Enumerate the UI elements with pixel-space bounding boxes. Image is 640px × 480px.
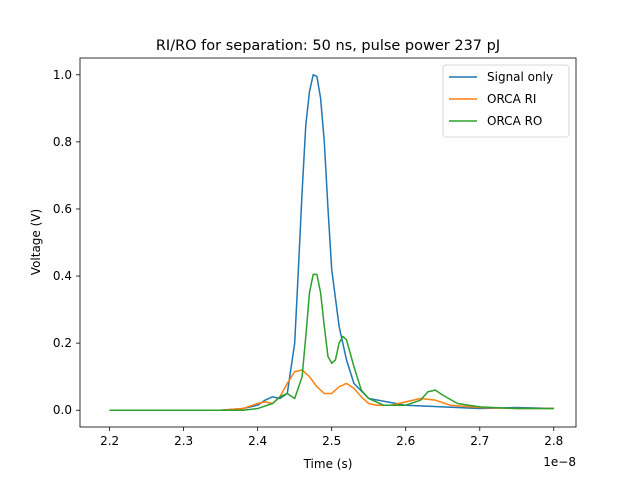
y-tick-label: 0.2 bbox=[53, 336, 72, 350]
x-tick-label: 2.6 bbox=[396, 434, 415, 448]
x-tick-label: 2.3 bbox=[174, 434, 193, 448]
chart-title: RI/RO for separation: 50 ns, pulse power… bbox=[156, 38, 500, 54]
y-tick-label: 0.0 bbox=[53, 403, 72, 417]
x-tick-label: 2.7 bbox=[470, 434, 489, 448]
legend-box bbox=[442, 64, 570, 138]
series-layer bbox=[109, 74, 554, 411]
y-tick-label: 0.6 bbox=[53, 202, 72, 216]
x-tick-label: 2.5 bbox=[322, 434, 341, 448]
legend-label-1: Signal only bbox=[487, 70, 553, 84]
legend-label-2: ORCA RI bbox=[487, 92, 536, 106]
series-line-3 bbox=[109, 273, 554, 411]
x-tick-label: 2.2 bbox=[100, 434, 119, 448]
x-offset-label: 1e−8 bbox=[543, 455, 576, 469]
legend: Signal only ORCA RI ORCA RO bbox=[442, 64, 570, 138]
axes-layer: 2.2 2.3 2.4 2.5 2.6 2.7 2.8 0.0 0.2 0.4 0.6 0.8 1.0 bbox=[53, 57, 577, 448]
y-tick-label: 0.4 bbox=[53, 269, 72, 283]
x-tick-label: 2.8 bbox=[544, 434, 563, 448]
series-line-1 bbox=[109, 74, 554, 411]
x-axis-label: Time (s) bbox=[303, 457, 353, 471]
y-axis-label: Voltage (V) bbox=[29, 209, 43, 275]
series-line-2 bbox=[109, 369, 554, 411]
plot-frame bbox=[79, 57, 577, 428]
y-tick-label: 0.8 bbox=[53, 135, 72, 149]
x-tick-label: 2.4 bbox=[248, 434, 267, 448]
legend-label-3: ORCA RO bbox=[487, 114, 542, 128]
y-tick-label: 1.0 bbox=[53, 68, 72, 82]
